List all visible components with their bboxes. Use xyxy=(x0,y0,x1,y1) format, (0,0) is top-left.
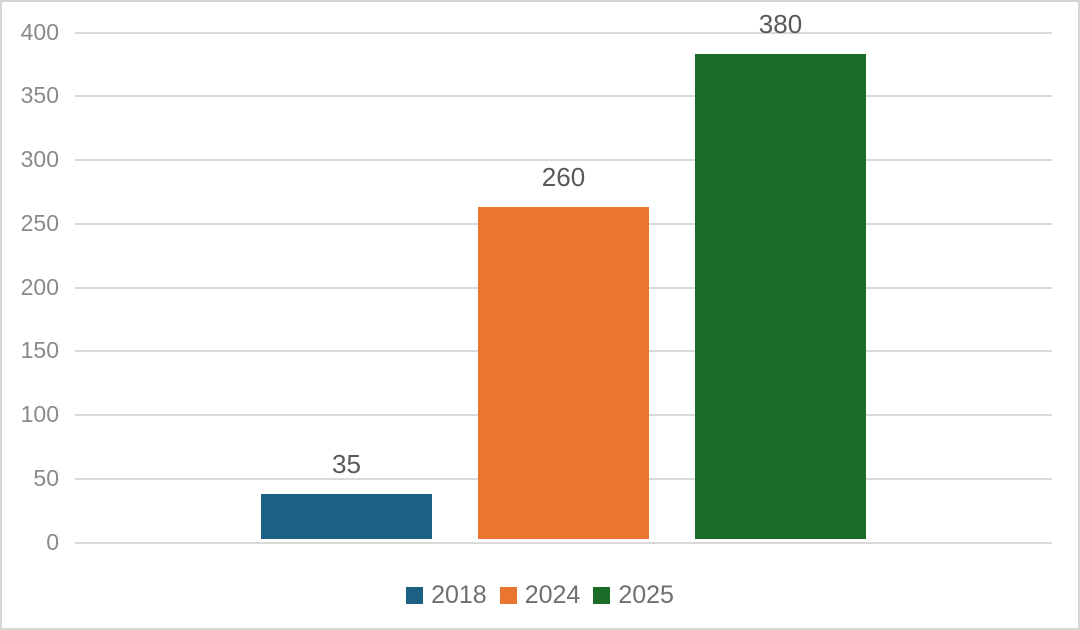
legend-item-2025: 2025 xyxy=(593,580,674,609)
bar-value-label: 35 xyxy=(332,448,361,479)
legend: 2018 2024 2025 xyxy=(2,580,1078,610)
y-axis-tick-label: 400 xyxy=(20,18,59,45)
gridline xyxy=(75,95,1052,98)
bar-value-label: 380 xyxy=(758,9,803,39)
bar-2025 xyxy=(695,54,866,539)
y-axis-tick-label: 250 xyxy=(20,209,59,236)
legend-label: 2018 xyxy=(431,580,487,609)
legend-swatch-icon xyxy=(406,586,424,604)
gridline xyxy=(75,31,1052,34)
legend-swatch-icon xyxy=(499,586,517,604)
bar-value-label: 260 xyxy=(541,162,586,192)
y-axis-tick-label: 50 xyxy=(33,464,59,491)
y-axis-tick-label: 200 xyxy=(20,273,59,300)
y-axis-tick-label: 0 xyxy=(46,528,59,555)
y-axis-tick-label: 350 xyxy=(20,82,59,109)
y-axis-tick-label: 150 xyxy=(20,337,59,364)
y-axis-tick-label: 100 xyxy=(20,401,59,427)
bar-2024 xyxy=(478,207,649,539)
legend-item-2024: 2024 xyxy=(499,580,581,609)
y-axis-tick-label: 300 xyxy=(20,146,59,172)
gridline xyxy=(75,541,1052,544)
bar-2018 xyxy=(261,493,432,539)
legend-swatch-icon xyxy=(593,586,611,604)
gridline xyxy=(75,159,1052,161)
legend-item-2018: 2018 xyxy=(406,580,487,609)
legend-label: 2025 xyxy=(618,580,674,609)
legend-label: 2024 xyxy=(524,580,581,609)
